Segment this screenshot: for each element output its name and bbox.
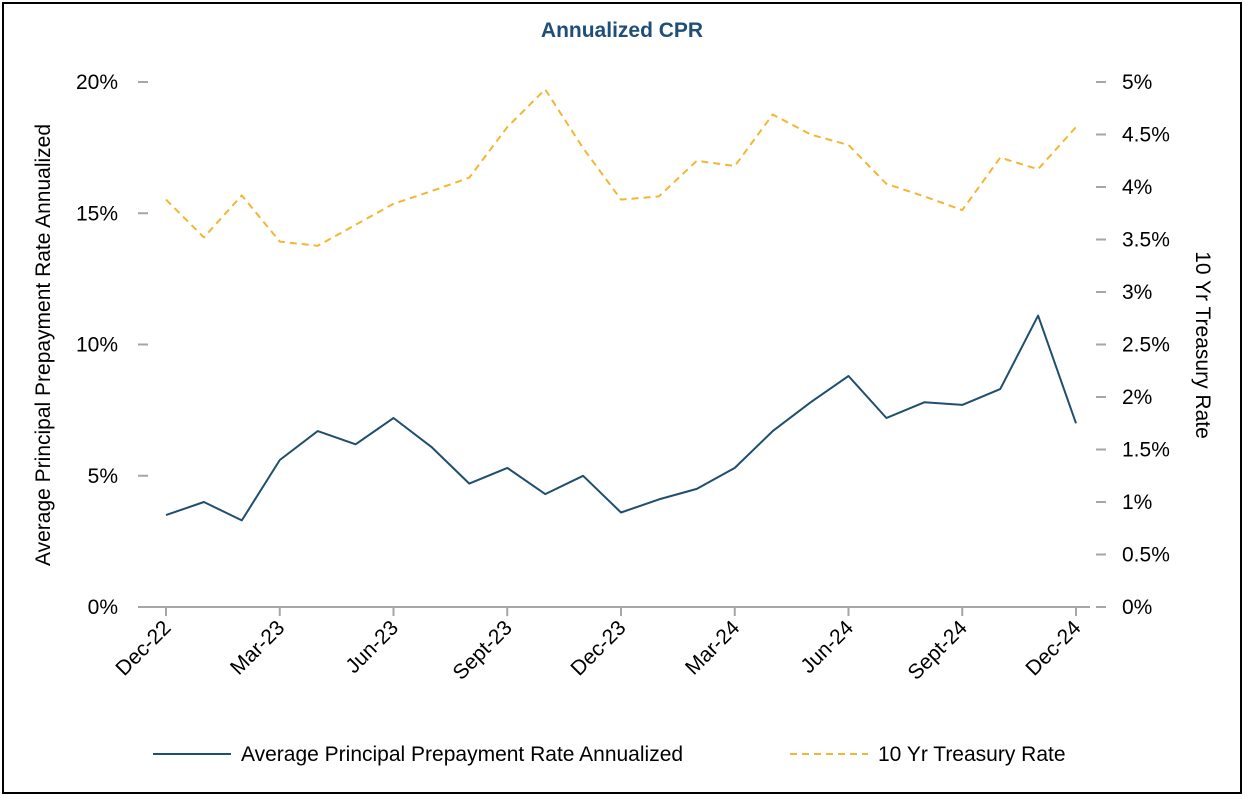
y2-tick-label: 0.5% (1122, 544, 1170, 567)
x-tick-label: Sept-23 (449, 616, 517, 684)
series-line-prepayment (165, 314, 1077, 522)
y2-tick-label: 2.5% (1122, 334, 1170, 357)
legend-label-treasury: 10 Yr Treasury Rate (878, 743, 1066, 766)
y-tick-label: 15% (76, 202, 118, 225)
y2-tick-label: 3% (1122, 281, 1152, 304)
chart-title: Annualized CPR (541, 19, 703, 42)
x-tick-label: Mar-23 (226, 616, 289, 679)
legend: Average Principal Prepayment Rate Annual… (153, 743, 1066, 766)
series-line-treasury (165, 88, 1077, 247)
y2-axis-title: 10 Yr Treasury Rate (1191, 251, 1214, 439)
x-tick-label: Jun-24 (796, 616, 858, 678)
y-tick-label: 10% (76, 334, 118, 357)
series-layer (165, 88, 1077, 522)
y-tick-label: 5% (88, 465, 118, 488)
x-tick-label: Dec-24 (1021, 616, 1085, 680)
y2-tick-label: 1.5% (1122, 439, 1170, 462)
y2-tick-label: 0% (1122, 596, 1152, 619)
x-tick-label: Jun-23 (341, 616, 403, 678)
y2-tick-label: 3.5% (1122, 229, 1170, 252)
y2-tick-label: 2% (1122, 386, 1152, 409)
x-tick-label: Mar-24 (681, 616, 745, 680)
y2-tick-label: 5% (1122, 71, 1152, 94)
y-tick-label: 0% (88, 596, 118, 619)
y-tick-label: 20% (76, 71, 118, 94)
x-tick-label: Sept-24 (904, 616, 972, 684)
legend-label-prepayment: Average Principal Prepayment Rate Annual… (241, 743, 683, 766)
y2-tick-label: 1% (1122, 491, 1152, 514)
y2-tick-label: 4.5% (1122, 124, 1170, 147)
x-tick-label: Dec-23 (566, 616, 630, 680)
y2-tick-label: 4% (1122, 176, 1152, 199)
y-axis-title: Average Principal Prepayment Rate Annual… (32, 124, 55, 566)
x-tick-label: Dec-22 (111, 616, 175, 680)
